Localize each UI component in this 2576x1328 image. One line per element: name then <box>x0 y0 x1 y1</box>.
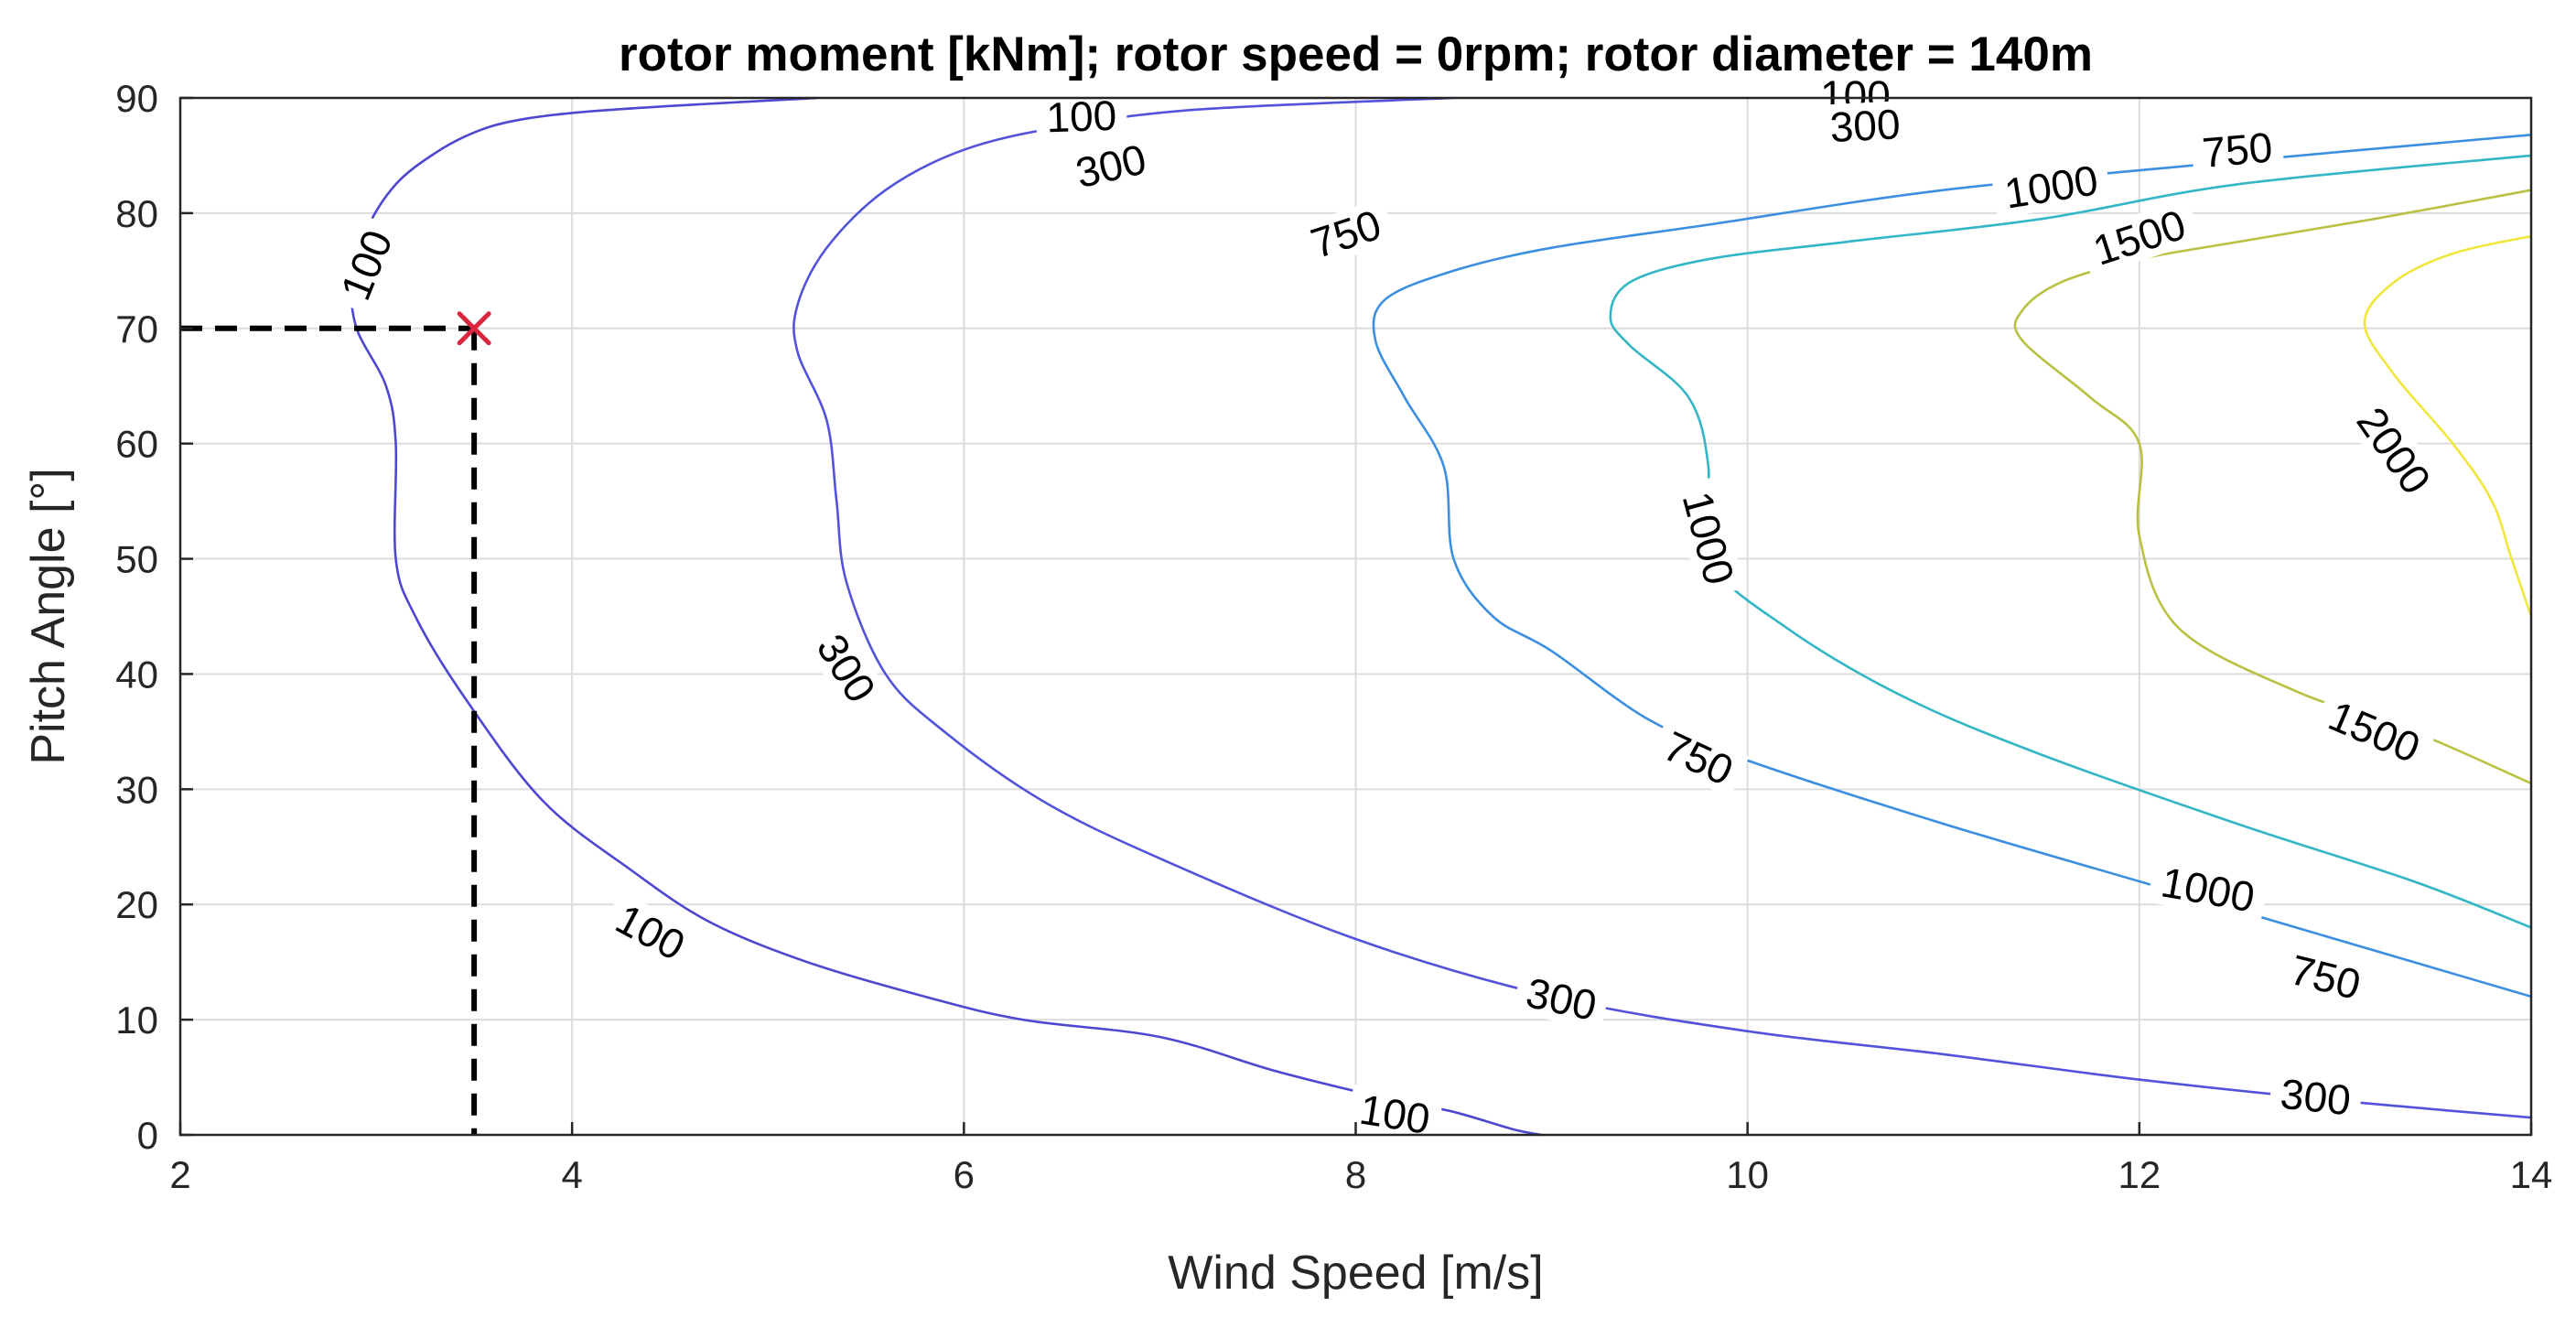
axes: 2 4 6 8 10 12 14 0 10 20 30 40 50 60 70 80 90 <box>115 77 2552 1196</box>
y-tick-label: 50 <box>115 538 158 581</box>
contour-lines <box>350 96 2533 1137</box>
contour-label-backing <box>2190 123 2285 177</box>
contour-label-backing <box>1512 966 1611 1031</box>
marker-stroke <box>457 311 491 346</box>
contour-label-text: 750 <box>2200 123 2274 176</box>
y-tick-label: 40 <box>115 653 158 696</box>
contour-line-1500 <box>2013 189 2533 785</box>
x-tick-label: 10 <box>1726 1153 1769 1196</box>
contour-label-backing <box>2312 687 2437 776</box>
contour-line-1000 <box>1609 154 2533 929</box>
contour-labels: 1001001001001003003003003003007507507507… <box>328 72 2446 1144</box>
y-tick-label: 90 <box>115 77 158 120</box>
contour-label-backing <box>1062 133 1160 199</box>
contour-label-backing <box>1647 718 1750 798</box>
y-tick-label: 80 <box>115 192 158 235</box>
contour-label-backing <box>1671 476 1746 600</box>
contour-label-300: 300 <box>1818 100 1912 151</box>
contour-label-1000: 1000 <box>1990 155 2112 219</box>
y-tick-label: 20 <box>115 883 158 926</box>
contour-label-text: 300 <box>2279 1070 2354 1125</box>
x-tick-label: 12 <box>2118 1153 2161 1196</box>
x-axis-label: Wind Speed [m/s] <box>1168 1247 1543 1300</box>
contour-label-backing <box>2147 857 2269 923</box>
contour-label-backing <box>328 214 405 316</box>
y-tick-label: 30 <box>115 768 158 811</box>
operating-point-marker <box>457 311 491 346</box>
contour-label-backing <box>2276 944 2376 1010</box>
contour-label-backing <box>1818 100 1912 151</box>
contour-label-backing <box>599 891 702 974</box>
contour-label-backing <box>1295 198 1396 270</box>
x-tick-label: 14 <box>2510 1153 2553 1196</box>
contour-label-text: 300 <box>1828 100 1901 151</box>
contour-label-100: 100 <box>1346 1084 1444 1144</box>
contour-label-backing <box>803 617 890 719</box>
contour-label-backing <box>1035 92 1128 141</box>
contour-line-300 <box>792 96 2533 1119</box>
contour-line-100 <box>350 96 1544 1137</box>
y-tick-label: 60 <box>115 423 158 466</box>
y-tick-label: 70 <box>115 308 158 351</box>
contour-label-text: 100 <box>1356 1085 1433 1143</box>
contour-label-750: 750 <box>2190 123 2285 177</box>
contour-label-100: 100 <box>1035 92 1128 142</box>
axes-box <box>178 96 2533 1137</box>
contour-label-backing <box>2268 1069 2364 1125</box>
y-tick-label: 0 <box>137 1114 158 1157</box>
contour-label-backing <box>2077 198 2202 277</box>
x-tick-label: 4 <box>561 1153 582 1196</box>
y-tick-label: 10 <box>115 999 158 1042</box>
chart-title: rotor moment [kNm]; rotor speed = 0rpm; … <box>619 27 2093 81</box>
y-axis-label: Pitch Angle [°] <box>22 468 75 764</box>
contour-label-1000: 1000 <box>2147 857 2269 923</box>
x-tick-label: 8 <box>1345 1153 1366 1196</box>
contour-line-2000 <box>2363 234 2533 618</box>
contour-label-backing <box>2342 390 2446 512</box>
contour-line-750 <box>1372 134 2533 999</box>
contour-label-text: 100 <box>1046 92 1118 142</box>
contour-label-backing <box>1346 1084 1444 1144</box>
x-tick-label: 6 <box>954 1153 975 1196</box>
annotations <box>180 311 491 1135</box>
x-tick-label: 2 <box>169 1153 190 1196</box>
contour-label-backing <box>1990 155 2112 219</box>
contour-label-300: 300 <box>2268 1069 2364 1125</box>
